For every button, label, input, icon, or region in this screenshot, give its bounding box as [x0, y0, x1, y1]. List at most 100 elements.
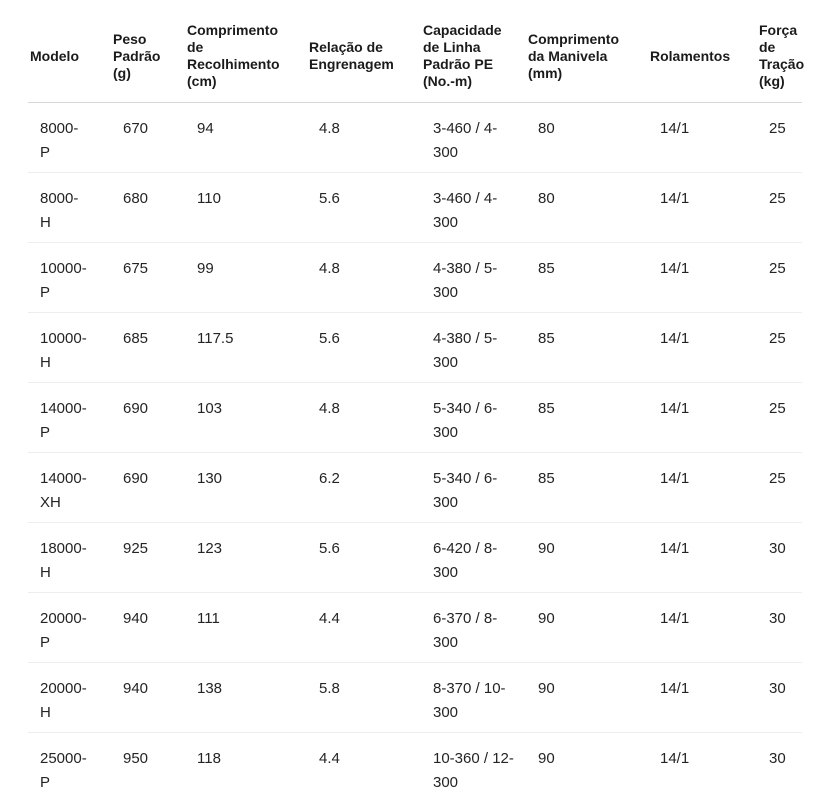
model-value: 14000-P: [40, 397, 82, 445]
column-header-bearings: Rolamentos: [648, 12, 757, 103]
model-value: 18000-H: [40, 537, 82, 585]
cell-drag-power: 25: [757, 103, 802, 173]
cell-model: 10000-H: [28, 313, 111, 383]
specs-table-body: 8000-P 670 94 4.8 3-460 / 4-300 80 14/1 …: [28, 103, 802, 802]
cell-bearings: 14/1: [648, 523, 757, 593]
cell-weight: 670: [111, 103, 185, 173]
cell-line-capacity: 4-380 / 5-300: [421, 313, 526, 383]
model-value: 20000-P: [40, 607, 82, 655]
cell-model: 10000-P: [28, 243, 111, 313]
column-header-weight: Peso Padrão (g): [111, 12, 185, 103]
cell-line-retrieve: 110: [185, 173, 307, 243]
cell-drag-power: 30: [757, 663, 802, 733]
cell-gear-ratio: 4.8: [307, 243, 421, 313]
cell-bearings: 14/1: [648, 383, 757, 453]
cell-line-retrieve: 103: [185, 383, 307, 453]
cell-handle-length: 85: [526, 383, 648, 453]
table-row: 20000-P 940 111 4.4 6-370 / 8-300 90 14/…: [28, 593, 802, 663]
cell-line-capacity: 6-420 / 8-300: [421, 523, 526, 593]
cell-handle-length: 85: [526, 313, 648, 383]
cell-drag-power: 25: [757, 173, 802, 243]
cell-bearings: 14/1: [648, 103, 757, 173]
cell-gear-ratio: 4.8: [307, 383, 421, 453]
cell-line-retrieve: 123: [185, 523, 307, 593]
cell-gear-ratio: 6.2: [307, 453, 421, 523]
cell-weight: 925: [111, 523, 185, 593]
cell-bearings: 14/1: [648, 243, 757, 313]
table-row: 20000-H 940 138 5.8 8-370 / 10-300 90 14…: [28, 663, 802, 733]
table-row: 10000-H 685 117.5 5.6 4-380 / 5-300 85 1…: [28, 313, 802, 383]
cell-weight: 940: [111, 663, 185, 733]
cell-gear-ratio: 4.4: [307, 593, 421, 663]
cell-handle-length: 90: [526, 733, 648, 802]
table-row: 8000-H 680 110 5.6 3-460 / 4-300 80 14/1…: [28, 173, 802, 243]
cell-drag-power: 25: [757, 243, 802, 313]
cell-weight: 685: [111, 313, 185, 383]
cell-line-capacity: 10-360 / 12-300: [421, 733, 526, 802]
cell-line-capacity: 5-340 / 6-300: [421, 453, 526, 523]
cell-line-retrieve: 130: [185, 453, 307, 523]
cell-drag-power: 25: [757, 313, 802, 383]
cell-line-retrieve: 118: [185, 733, 307, 802]
cell-weight: 690: [111, 453, 185, 523]
model-value: 25000-P: [40, 747, 82, 795]
model-value: 20000-H: [40, 677, 82, 725]
table-row: 14000-P 690 103 4.8 5-340 / 6-300 85 14/…: [28, 383, 802, 453]
model-value: 10000-H: [40, 327, 82, 375]
cell-drag-power: 30: [757, 593, 802, 663]
cell-weight: 940: [111, 593, 185, 663]
model-value: 14000-XH: [40, 467, 82, 515]
cell-line-capacity: 8-370 / 10-300: [421, 663, 526, 733]
cell-weight: 690: [111, 383, 185, 453]
cell-gear-ratio: 4.8: [307, 103, 421, 173]
cell-line-retrieve: 138: [185, 663, 307, 733]
column-header-line-capacity: Capacidade de Linha Padrão PE (No.-m): [421, 12, 526, 103]
cell-drag-power: 25: [757, 453, 802, 523]
cell-handle-length: 90: [526, 663, 648, 733]
column-header-gear-ratio: Relação de Engrenagem: [307, 12, 421, 103]
cell-model: 14000-XH: [28, 453, 111, 523]
cell-bearings: 14/1: [648, 173, 757, 243]
cell-model: 18000-H: [28, 523, 111, 593]
cell-weight: 950: [111, 733, 185, 802]
specs-table-header: Modelo Peso Padrão (g) Comprimento de Re…: [28, 12, 802, 103]
cell-line-retrieve: 99: [185, 243, 307, 313]
specs-table: Modelo Peso Padrão (g) Comprimento de Re…: [28, 12, 802, 802]
table-row: 25000-P 950 118 4.4 10-360 / 12-300 90 1…: [28, 733, 802, 802]
cell-handle-length: 90: [526, 523, 648, 593]
cell-model: 8000-P: [28, 103, 111, 173]
cell-line-retrieve: 111: [185, 593, 307, 663]
cell-bearings: 14/1: [648, 593, 757, 663]
cell-line-capacity: 3-460 / 4-300: [421, 103, 526, 173]
cell-model: 14000-P: [28, 383, 111, 453]
cell-line-capacity: 4-380 / 5-300: [421, 243, 526, 313]
column-header-line-retrieve: Comprimento de Recolhimento (cm): [185, 12, 307, 103]
cell-weight: 680: [111, 173, 185, 243]
cell-handle-length: 80: [526, 173, 648, 243]
cell-weight: 675: [111, 243, 185, 313]
cell-line-retrieve: 94: [185, 103, 307, 173]
cell-gear-ratio: 5.6: [307, 523, 421, 593]
cell-model: 8000-H: [28, 173, 111, 243]
cell-handle-length: 85: [526, 453, 648, 523]
cell-drag-power: 25: [757, 383, 802, 453]
model-value: 8000-H: [40, 187, 82, 235]
header-row: Modelo Peso Padrão (g) Comprimento de Re…: [28, 12, 802, 103]
table-row: 14000-XH 690 130 6.2 5-340 / 6-300 85 14…: [28, 453, 802, 523]
cell-drag-power: 30: [757, 523, 802, 593]
table-row: 18000-H 925 123 5.6 6-420 / 8-300 90 14/…: [28, 523, 802, 593]
cell-model: 25000-P: [28, 733, 111, 802]
cell-handle-length: 85: [526, 243, 648, 313]
cell-gear-ratio: 4.4: [307, 733, 421, 802]
cell-gear-ratio: 5.6: [307, 313, 421, 383]
cell-bearings: 14/1: [648, 453, 757, 523]
cell-model: 20000-P: [28, 593, 111, 663]
cell-model: 20000-H: [28, 663, 111, 733]
table-row: 10000-P 675 99 4.8 4-380 / 5-300 85 14/1…: [28, 243, 802, 313]
model-value: 8000-P: [40, 117, 82, 165]
model-value: 10000-P: [40, 257, 82, 305]
cell-bearings: 14/1: [648, 313, 757, 383]
cell-line-retrieve: 117.5: [185, 313, 307, 383]
cell-handle-length: 80: [526, 103, 648, 173]
